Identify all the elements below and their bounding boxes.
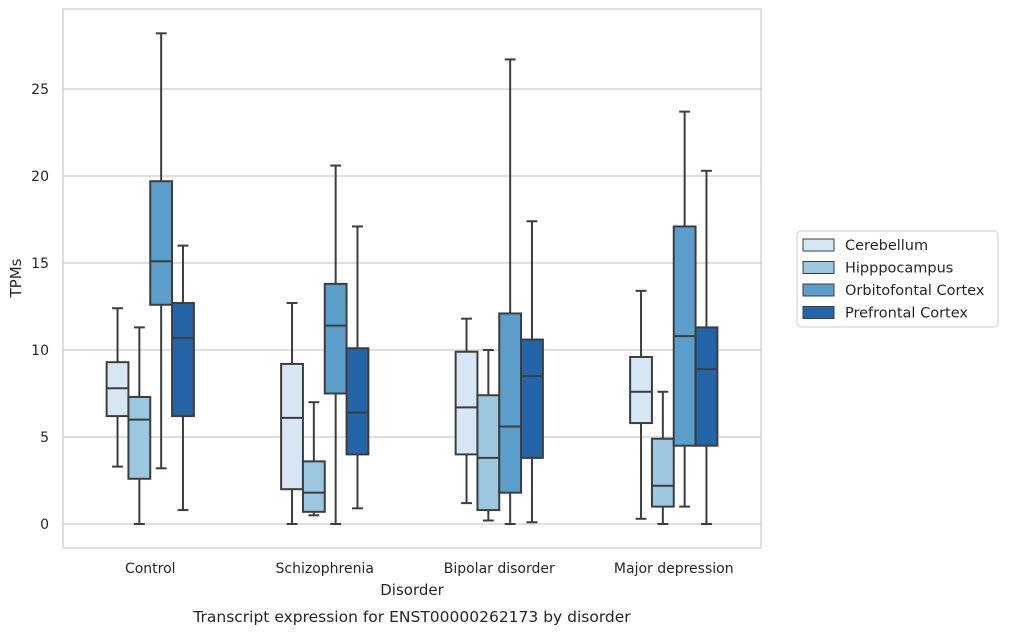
y-tick-labels: 0 5 10 15 20 25 xyxy=(31,82,49,533)
box-body xyxy=(280,362,304,491)
box-body xyxy=(454,350,479,456)
box-3-0 xyxy=(629,289,653,520)
box-1-2 xyxy=(323,164,348,525)
box-body xyxy=(171,302,195,418)
box-3-1 xyxy=(650,390,675,525)
y-tick-label: 5 xyxy=(40,430,49,446)
box-0-3 xyxy=(171,244,195,512)
boxes xyxy=(105,32,719,525)
legend-label: Hipppocampus xyxy=(845,261,953,277)
box-body xyxy=(149,180,174,306)
legend-swatch xyxy=(802,238,835,252)
y-tick-label: 0 xyxy=(40,517,49,533)
x-tick-label: Control xyxy=(125,561,176,577)
x-tick-label: Bipolar disorder xyxy=(444,561,555,577)
legend-label: Cerebellum xyxy=(845,238,928,254)
box-3-3 xyxy=(694,169,719,525)
legend-label: Prefrontal Cortex xyxy=(845,306,968,322)
box-1-1 xyxy=(301,401,326,517)
box-body xyxy=(476,394,501,512)
box-body xyxy=(345,347,370,456)
box-1-3 xyxy=(345,225,370,510)
box-body xyxy=(629,355,653,425)
legend-frame xyxy=(796,230,999,328)
box-body xyxy=(301,460,326,513)
box-0-1 xyxy=(127,326,152,525)
box-2-0 xyxy=(454,317,479,505)
x-axis-label: Disorder xyxy=(380,581,444,599)
legend-label: Orbitofontal Cortex xyxy=(845,283,985,299)
box-2-3 xyxy=(520,220,544,524)
box-body xyxy=(323,282,348,395)
box-1-0 xyxy=(280,302,304,525)
box-body xyxy=(650,437,675,508)
y-tick-label: 10 xyxy=(31,343,49,359)
y-axis-label: TPMs xyxy=(7,258,25,298)
y-tick-label: 15 xyxy=(31,256,49,272)
legend-swatch xyxy=(802,306,835,319)
chart-caption: Transcript expression for ENST0000026217… xyxy=(192,608,631,626)
legend: Cerebellum Hipppocampus Orbitofontal Corte… xyxy=(796,230,999,328)
box-body xyxy=(127,395,152,480)
x-tick-labels: Control Schizophrenia Bipolar disorder Majo… xyxy=(125,561,734,577)
legend-swatch xyxy=(802,283,835,297)
x-tick-label: Major depression xyxy=(614,561,734,577)
y-tick-label: 25 xyxy=(31,82,49,98)
box-body xyxy=(694,326,719,447)
legend-swatch xyxy=(802,261,835,274)
x-tick-label: Schizophrenia xyxy=(276,561,374,577)
box-body xyxy=(520,338,544,459)
box-body xyxy=(498,312,523,494)
plot-frame xyxy=(62,8,762,549)
box-0-2 xyxy=(149,32,174,470)
box-0-0 xyxy=(105,307,130,468)
y-tick-label: 20 xyxy=(31,169,49,185)
